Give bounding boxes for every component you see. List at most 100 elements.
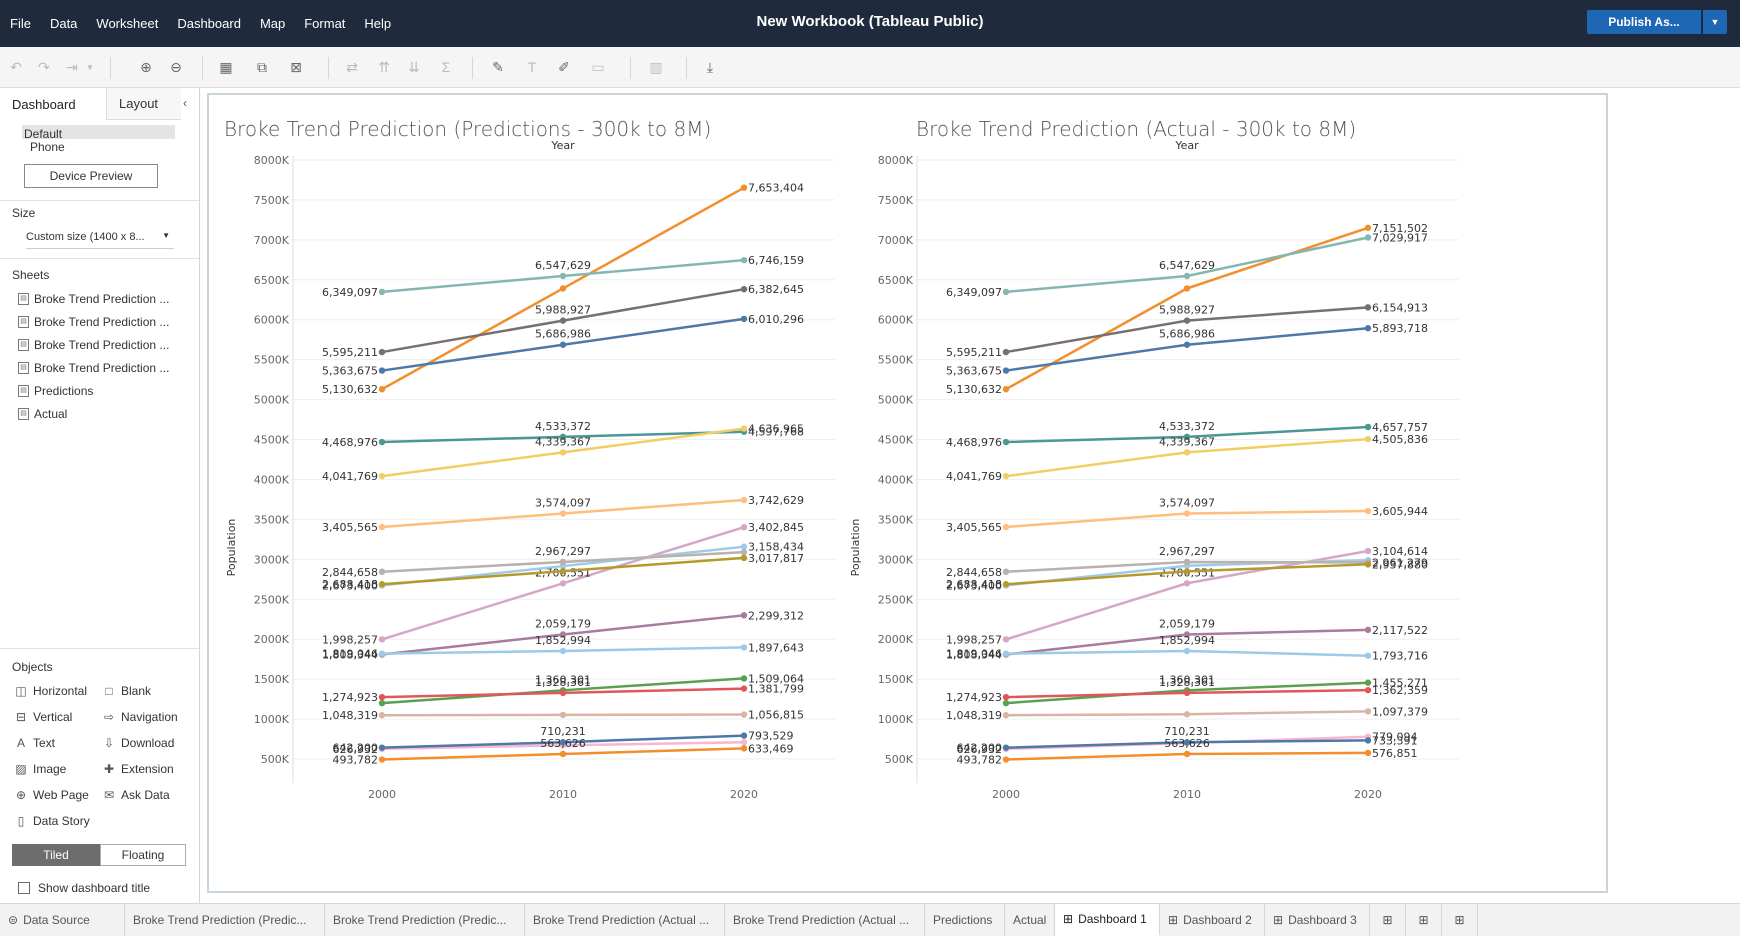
data-point <box>559 317 567 324</box>
tab-sheet[interactable]: Broke Trend Prediction (Actual ... <box>725 904 925 936</box>
menu-dashboard[interactable]: Dashboard <box>177 16 241 31</box>
data-point <box>378 288 386 296</box>
sheet-item[interactable]: ▤ Broke Trend Prediction ... <box>18 292 169 306</box>
tab-dashboard[interactable]: Dashboard <box>12 96 76 112</box>
data-point <box>1364 652 1372 659</box>
data-point <box>740 496 748 504</box>
sheet-item[interactable]: ▤ Broke Trend Prediction ... <box>18 338 169 352</box>
menu-bar: File Data Worksheet Dashboard Map Format… <box>10 0 410 47</box>
device-default[interactable]: Default <box>22 125 175 141</box>
data-point <box>1002 348 1010 356</box>
data-point <box>378 568 386 575</box>
collapse-icon[interactable]: ‹ <box>183 96 187 110</box>
menu-file[interactable]: File <box>10 16 31 31</box>
redo-icon[interactable]: ↷ <box>38 58 50 75</box>
fit-icon[interactable]: ▭ <box>591 58 605 75</box>
swap-icon[interactable]: ⇄ <box>346 58 358 75</box>
device-preview-button[interactable]: Device Preview <box>24 164 158 188</box>
tab-layout[interactable]: Layout <box>106 88 181 120</box>
totals-icon[interactable]: Σ <box>441 59 451 75</box>
object-label: Horizontal <box>33 684 88 698</box>
sort-ascending-icon[interactable]: ⇈ <box>378 58 390 75</box>
object-image[interactable]: ▨ Image <box>14 762 66 776</box>
worksheet-icon: ▤ <box>18 362 29 374</box>
new-story-icon[interactable]: ⊞ <box>1442 904 1478 936</box>
y-tick-label: 4500K <box>254 434 290 447</box>
tab-sheet[interactable]: Broke Trend Prediction (Predic... <box>125 904 325 936</box>
floating-toggle[interactable]: Floating <box>100 844 186 866</box>
dashboard-icon: ⊞ <box>1273 913 1284 927</box>
sheet-item[interactable]: ▤ Broke Trend Prediction ... <box>18 315 169 329</box>
data-point <box>740 285 748 293</box>
new-dashboard-icon[interactable]: ⊞ <box>1406 904 1442 936</box>
object-horizontal[interactable]: ◫ Horizontal <box>14 684 87 698</box>
tab-dashboard-2[interactable]: ⊞ Dashboard 2 <box>1160 904 1265 936</box>
replay-icon[interactable]: ⇥ <box>66 58 78 75</box>
object-navigation[interactable]: ⇨ Navigation <box>102 710 178 724</box>
object-ask-data[interactable]: ✉ Ask Data <box>102 788 170 802</box>
labels-icon[interactable]: T <box>527 59 537 75</box>
data-label: 1,808,344 <box>322 649 378 662</box>
download-icon[interactable]: ⤓ <box>706 58 714 75</box>
sheet-item[interactable]: ▤ Actual <box>18 407 67 421</box>
tab-sheet[interactable]: Broke Trend Prediction (Actual ... <box>525 904 725 936</box>
size-dropdown[interactable]: Custom size (1400 x 8... ▼ <box>26 231 174 249</box>
sheet-label: Broke Trend Prediction ... <box>34 292 170 306</box>
publish-button[interactable]: Publish As... <box>1587 10 1701 34</box>
pause-updates-icon[interactable]: ⊖ <box>170 58 182 75</box>
data-label: 1,455,271 <box>1372 677 1428 690</box>
data-point <box>378 699 386 707</box>
data-label: 1,048,319 <box>946 709 1002 722</box>
data-point <box>1364 234 1372 241</box>
blank-icon: □ <box>105 684 113 698</box>
tab-actual[interactable]: Actual <box>1005 904 1055 936</box>
new-worksheet-icon[interactable]: ⊞ <box>1370 904 1406 936</box>
sheet-item[interactable]: ▤ Predictions <box>18 384 93 398</box>
tab-dashboard-1[interactable]: ⊞ Dashboard 1 <box>1055 904 1160 936</box>
data-label: 4,041,769 <box>946 470 1002 483</box>
object-data-story[interactable]: ▯ Data Story <box>14 814 90 828</box>
x-tick-label: 2000 <box>368 788 396 801</box>
undo-icon[interactable]: ↶ <box>10 58 22 75</box>
menu-data[interactable]: Data <box>49 16 78 31</box>
tab-dashboard-3[interactable]: ⊞ Dashboard 3 <box>1265 904 1370 936</box>
object-label: Download <box>121 736 175 750</box>
data-label: 1,808,344 <box>946 649 1002 662</box>
y-tick-label: 5000K <box>878 394 914 407</box>
new-worksheet-icon[interactable]: ▦ <box>219 58 233 75</box>
dashboard-canvas: Broke Trend Prediction (Predictions - 30… <box>207 93 1608 893</box>
data-point <box>1183 285 1191 292</box>
chevron-down-icon[interactable]: ▼ <box>86 62 94 72</box>
menu-help[interactable]: Help <box>364 16 392 31</box>
object-vertical[interactable]: ⊟ Vertical <box>14 710 72 724</box>
show-title-checkbox[interactable] <box>18 882 30 894</box>
clear-sheet-icon[interactable]: ⊠ <box>290 58 302 75</box>
duplicate-sheet-icon[interactable]: ⧉ <box>257 58 267 75</box>
sort-descending-icon[interactable]: ⇊ <box>408 58 420 75</box>
data-label: 5,363,675 <box>322 365 378 378</box>
object-label: Navigation <box>121 710 178 724</box>
annotate-icon[interactable]: ✐ <box>558 58 570 75</box>
show-me-icon[interactable]: ▥ <box>649 58 663 75</box>
object-text[interactable]: A Text <box>14 736 55 750</box>
object-web-page[interactable]: ⊕ Web Page <box>14 788 89 802</box>
tab-data-source[interactable]: ⊜ Data Source <box>0 904 125 936</box>
data-point <box>1002 472 1010 480</box>
object-blank[interactable]: □ Blank <box>102 684 151 698</box>
tiled-toggle[interactable]: Tiled <box>12 844 100 866</box>
highlight-icon[interactable]: ✎ <box>492 58 504 75</box>
object-extension[interactable]: ✚ Extension <box>102 762 174 776</box>
data-label: 4,533,372 <box>1159 420 1215 433</box>
publish-dropdown-button[interactable]: ▼ <box>1703 10 1727 34</box>
menu-worksheet[interactable]: Worksheet <box>96 16 159 31</box>
device-phone[interactable]: Phone <box>30 140 65 154</box>
tab-predictions[interactable]: Predictions <box>925 904 1005 936</box>
menu-format[interactable]: Format <box>304 16 346 31</box>
tab-sheet[interactable]: Broke Trend Prediction (Predic... <box>325 904 525 936</box>
data-label: 5,686,986 <box>535 328 591 341</box>
new-data-source-icon[interactable]: ⊕ <box>140 58 152 75</box>
sheet-item[interactable]: ▤ Broke Trend Prediction ... <box>18 361 169 375</box>
data-point <box>559 647 567 655</box>
menu-map[interactable]: Map <box>259 16 286 31</box>
object-download[interactable]: ⇩ Download <box>102 736 174 750</box>
